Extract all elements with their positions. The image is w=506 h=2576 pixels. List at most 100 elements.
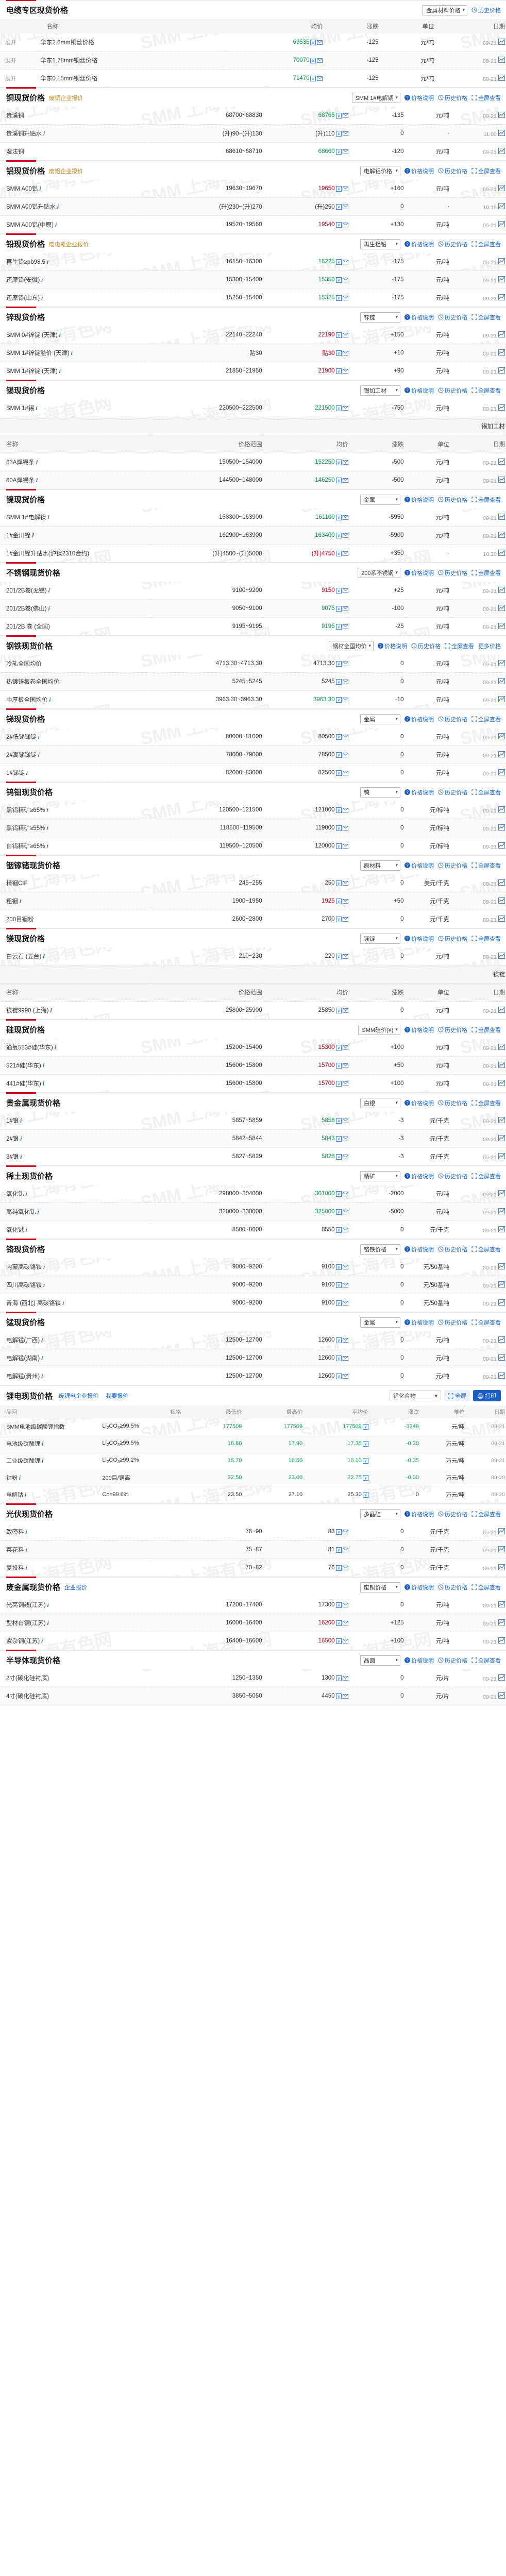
price-note-link[interactable]: ? 价格说明: [404, 715, 434, 723]
subscribe-mail-icon[interactable]: [342, 332, 348, 338]
category-select[interactable]: 电解铝价格 ▾: [360, 165, 400, 176]
trend-chart-icon[interactable]: [498, 604, 505, 611]
trend-chart-icon[interactable]: [498, 202, 505, 209]
category-select[interactable]: SMM 1#电解铜 ▾: [351, 92, 400, 103]
trend-chart-icon[interactable]: [498, 696, 505, 702]
info-icon[interactable]: i: [36, 478, 38, 484]
trend-chart-icon[interactable]: [498, 1546, 505, 1552]
info-icon[interactable]: i: [42, 1458, 44, 1464]
info-icon[interactable]: i: [36, 460, 38, 466]
price-detail-icon[interactable]: ¥: [335, 807, 342, 813]
subscribe-mail-icon[interactable]: [342, 460, 348, 465]
price-detail-icon[interactable]: ¥: [335, 1565, 342, 1571]
info-icon[interactable]: i: [36, 405, 38, 412]
trend-chart-icon[interactable]: [498, 1354, 505, 1361]
subscribe-mail-icon[interactable]: [342, 807, 348, 813]
price-detail-icon[interactable]: ¥: [335, 679, 342, 685]
info-icon[interactable]: i: [26, 770, 28, 776]
price-detail-icon[interactable]: ¥: [335, 514, 342, 520]
category-select[interactable]: 晶圆 ▾: [360, 1655, 400, 1666]
trend-chart-icon[interactable]: [498, 824, 505, 831]
info-icon[interactable]: i: [25, 1565, 27, 1571]
expand-toggle[interactable]: 展开: [0, 33, 41, 52]
subscribe-mail-icon[interactable]: [342, 1675, 348, 1681]
history-price-link[interactable]: 历史价格: [438, 167, 467, 175]
fullscreen-link[interactable]: 全屏查看: [445, 642, 474, 650]
info-icon[interactable]: i: [41, 1355, 43, 1362]
fullscreen-link[interactable]: 全屏查看: [471, 1318, 501, 1327]
trend-chart-icon[interactable]: [498, 1006, 505, 1013]
section-subtitle-link[interactable]: 企业报价: [64, 1584, 88, 1591]
subscribe-mail-icon[interactable]: [342, 661, 348, 667]
trend-chart-icon[interactable]: [498, 404, 505, 411]
trend-chart-icon[interactable]: [498, 1564, 505, 1570]
subscribe-mail-icon[interactable]: [342, 1154, 348, 1160]
trend-chart-icon[interactable]: [498, 769, 505, 775]
category-select[interactable]: 锌锭 ▾: [360, 312, 400, 323]
info-icon[interactable]: i: [46, 843, 48, 850]
trend-chart-icon[interactable]: [498, 1043, 505, 1050]
price-detail-icon[interactable]: ¥: [335, 1675, 342, 1681]
history-price-link[interactable]: 历史价格: [438, 313, 467, 321]
price-detail-icon[interactable]: ¥: [335, 277, 342, 283]
fullscreen-link[interactable]: 全屏查看: [471, 386, 501, 395]
info-icon[interactable]: i: [71, 350, 73, 357]
fullscreen-link[interactable]: 全屏查看: [471, 313, 501, 321]
subscribe-mail-icon[interactable]: [342, 954, 348, 959]
fullscreen-link[interactable]: 全屏查看: [471, 240, 501, 248]
price-detail-icon[interactable]: ¥: [335, 532, 342, 538]
subscribe-mail-icon[interactable]: [342, 624, 348, 630]
lithium-link-0[interactable]: 废锂电企业报价: [59, 1393, 99, 1399]
price-detail-icon[interactable]: ¥: [335, 1007, 342, 1013]
history-price-link[interactable]: 历史价格: [438, 1172, 467, 1180]
history-price-link[interactable]: 历史价格: [438, 94, 467, 102]
price-detail-icon[interactable]: ¥: [335, 222, 342, 228]
price-note-link[interactable]: ? 价格说明: [404, 167, 434, 175]
subscribe-mail-icon[interactable]: [342, 1355, 348, 1361]
trend-chart-icon[interactable]: [498, 1079, 505, 1086]
info-icon[interactable]: i: [41, 277, 43, 283]
info-icon[interactable]: i: [47, 515, 49, 521]
trend-chart-icon[interactable]: [498, 1299, 505, 1306]
fullscreen-link[interactable]: 全屏查看: [471, 1172, 501, 1180]
history-price-link[interactable]: 历史价格: [438, 1245, 467, 1253]
trend-chart-icon[interactable]: [498, 1208, 505, 1214]
subscribe-mail-icon[interactable]: [342, 843, 348, 849]
subscribe-mail-icon[interactable]: [342, 825, 348, 831]
subscribe-mail-icon[interactable]: [342, 113, 348, 118]
fullscreen-button[interactable]: 全屏: [444, 1390, 470, 1401]
info-icon[interactable]: i: [42, 1081, 44, 1087]
fullscreen-link[interactable]: 全屏查看: [471, 1510, 501, 1518]
history-price-link[interactable]: 历史价格: [438, 861, 467, 870]
info-icon[interactable]: i: [43, 1264, 45, 1270]
price-detail-icon[interactable]: ¥: [335, 916, 342, 922]
price-detail-icon[interactable]: ¥: [362, 1423, 368, 1430]
subscribe-mail-icon[interactable]: [342, 606, 348, 612]
price-detail-icon[interactable]: ¥: [335, 1547, 342, 1553]
info-icon[interactable]: i: [46, 807, 48, 814]
trend-chart-icon[interactable]: [498, 549, 505, 556]
category-select[interactable]: 金属材料价格 ▾: [423, 5, 467, 15]
category-select[interactable]: 废铜价格 ▾: [360, 1582, 400, 1592]
info-icon[interactable]: i: [38, 752, 40, 758]
price-note-link[interactable]: ? 价格说明: [404, 1172, 434, 1180]
info-icon[interactable]: i: [46, 825, 48, 832]
trend-chart-icon[interactable]: [498, 258, 505, 264]
info-icon[interactable]: i: [41, 1638, 43, 1645]
price-note-link[interactable]: ? 价格说明: [404, 240, 434, 248]
trend-chart-icon[interactable]: [498, 1226, 505, 1232]
subscribe-mail-icon[interactable]: [342, 1227, 348, 1233]
subscribe-mail-icon[interactable]: [342, 1264, 348, 1270]
more-price-link[interactable]: 更多价格: [478, 643, 501, 650]
history-price-link[interactable]: 历史价格: [471, 6, 501, 14]
info-icon[interactable]: i: [47, 259, 49, 265]
price-detail-icon[interactable]: ¥: [335, 550, 342, 556]
price-detail-icon[interactable]: ¥: [362, 1475, 368, 1481]
subscribe-mail-icon[interactable]: [342, 405, 348, 411]
price-detail-icon[interactable]: ¥: [335, 1136, 342, 1142]
category-select[interactable]: SMM硅价(¥) ▾: [358, 1024, 400, 1035]
price-detail-icon[interactable]: ¥: [335, 185, 342, 192]
history-price-link[interactable]: 历史价格: [411, 642, 441, 650]
price-detail-icon[interactable]: ¥: [335, 1227, 342, 1233]
price-detail-icon[interactable]: ¥: [335, 1373, 342, 1379]
